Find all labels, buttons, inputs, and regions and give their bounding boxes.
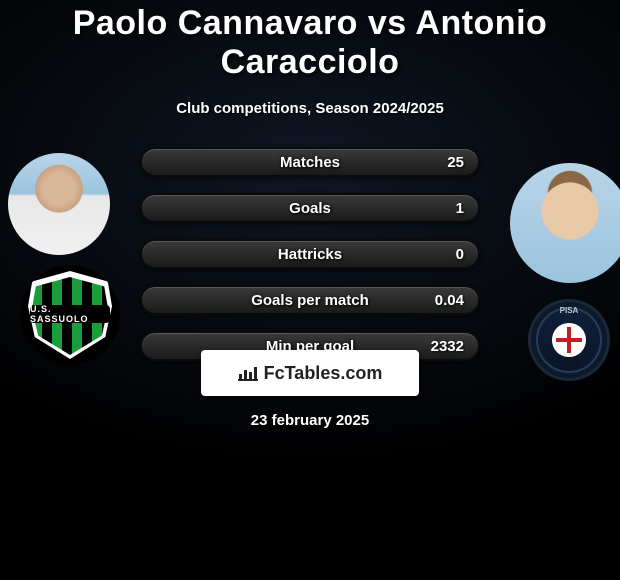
watermark-text: FcTables.com bbox=[264, 363, 383, 384]
stat-row-hattricks: Hattricks 0 bbox=[140, 239, 480, 269]
page-title: Paolo Cannavaro vs Antonio Caracciolo bbox=[0, 0, 620, 82]
club-right-crest: PISA bbox=[528, 299, 610, 381]
pisa-crest-icon: PISA bbox=[531, 302, 607, 378]
bar-chart-icon bbox=[238, 365, 258, 381]
stat-value-right: 1 bbox=[456, 200, 464, 217]
stat-label: Matches bbox=[280, 154, 340, 171]
club-left-name: U.S. SASSUOLO bbox=[30, 305, 110, 323]
stat-bars: Matches 25 Goals 1 Hattricks 0 Goals per… bbox=[140, 147, 480, 377]
stat-value-right: 0 bbox=[456, 246, 464, 263]
stat-value-right: 2332 bbox=[431, 338, 464, 355]
stat-value-right: 0.04 bbox=[435, 292, 464, 309]
club-left-crest: U.S. SASSUOLO bbox=[20, 265, 120, 365]
player-photo-placeholder bbox=[510, 163, 620, 283]
stat-label: Hattricks bbox=[278, 246, 342, 263]
player-right-photo bbox=[510, 163, 620, 283]
stat-row-goals-per-match: Goals per match 0.04 bbox=[140, 285, 480, 315]
stat-row-goals: Goals 1 bbox=[140, 193, 480, 223]
player-photo-placeholder bbox=[8, 153, 110, 255]
content: Paolo Cannavaro vs Antonio Caracciolo Cl… bbox=[0, 0, 620, 397]
player-left-photo bbox=[8, 153, 110, 255]
stat-value-right: 25 bbox=[447, 154, 464, 171]
watermark-badge: FcTables.com bbox=[201, 350, 419, 396]
stat-label: Goals bbox=[289, 200, 331, 217]
subtitle: Club competitions, Season 2024/2025 bbox=[0, 100, 620, 117]
stat-row-matches: Matches 25 bbox=[140, 147, 480, 177]
stat-label: Goals per match bbox=[251, 292, 369, 309]
footer-date: 23 february 2025 bbox=[0, 412, 620, 429]
sassuolo-crest-icon: U.S. SASSUOLO bbox=[20, 265, 120, 365]
